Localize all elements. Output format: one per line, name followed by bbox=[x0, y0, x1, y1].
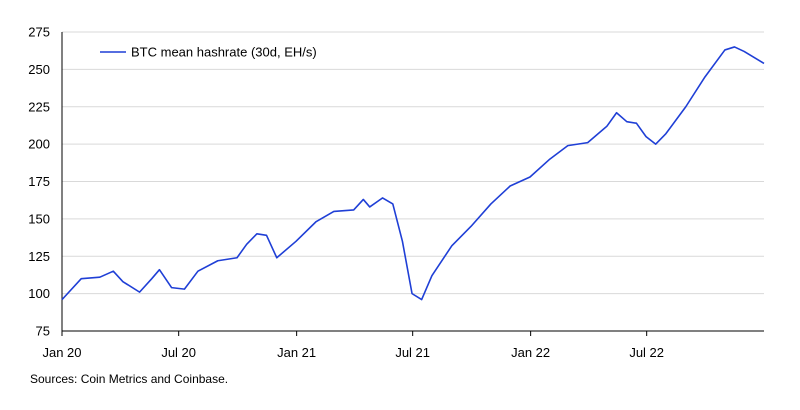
series-layer bbox=[61, 46, 765, 301]
y-tick-label: 200 bbox=[28, 137, 50, 152]
y-tick-label: 100 bbox=[28, 286, 50, 301]
x-tick-label: Jan 22 bbox=[511, 345, 550, 360]
y-tick-label: 175 bbox=[28, 174, 50, 189]
x-tick-label: Jul 22 bbox=[629, 345, 664, 360]
y-tick-label: 275 bbox=[28, 25, 50, 40]
x-tick-label: Jan 20 bbox=[42, 345, 81, 360]
y-tick-label: 150 bbox=[28, 211, 50, 226]
y-tick-label: 250 bbox=[28, 62, 50, 77]
y-tick-label: 75 bbox=[36, 324, 50, 339]
y-tick-label: 125 bbox=[28, 249, 50, 264]
x-tick-label: Jul 21 bbox=[395, 345, 430, 360]
legend-label: BTC mean hashrate (30d, EH/s) bbox=[131, 45, 317, 60]
legend: BTC mean hashrate (30d, EH/s) bbox=[100, 45, 317, 60]
x-tick-label: Jan 21 bbox=[277, 345, 316, 360]
x-tick-label: Jul 20 bbox=[161, 345, 196, 360]
gridlines bbox=[62, 31, 764, 295]
source-note: Sources: Coin Metrics and Coinbase. bbox=[30, 372, 229, 386]
series-line-0 bbox=[61, 46, 765, 301]
axes: 75 100 125 150 175 200 225 250 275 Jan 20 Jul 20 Ja… bbox=[28, 25, 764, 360]
y-tick-label: 225 bbox=[28, 99, 50, 114]
